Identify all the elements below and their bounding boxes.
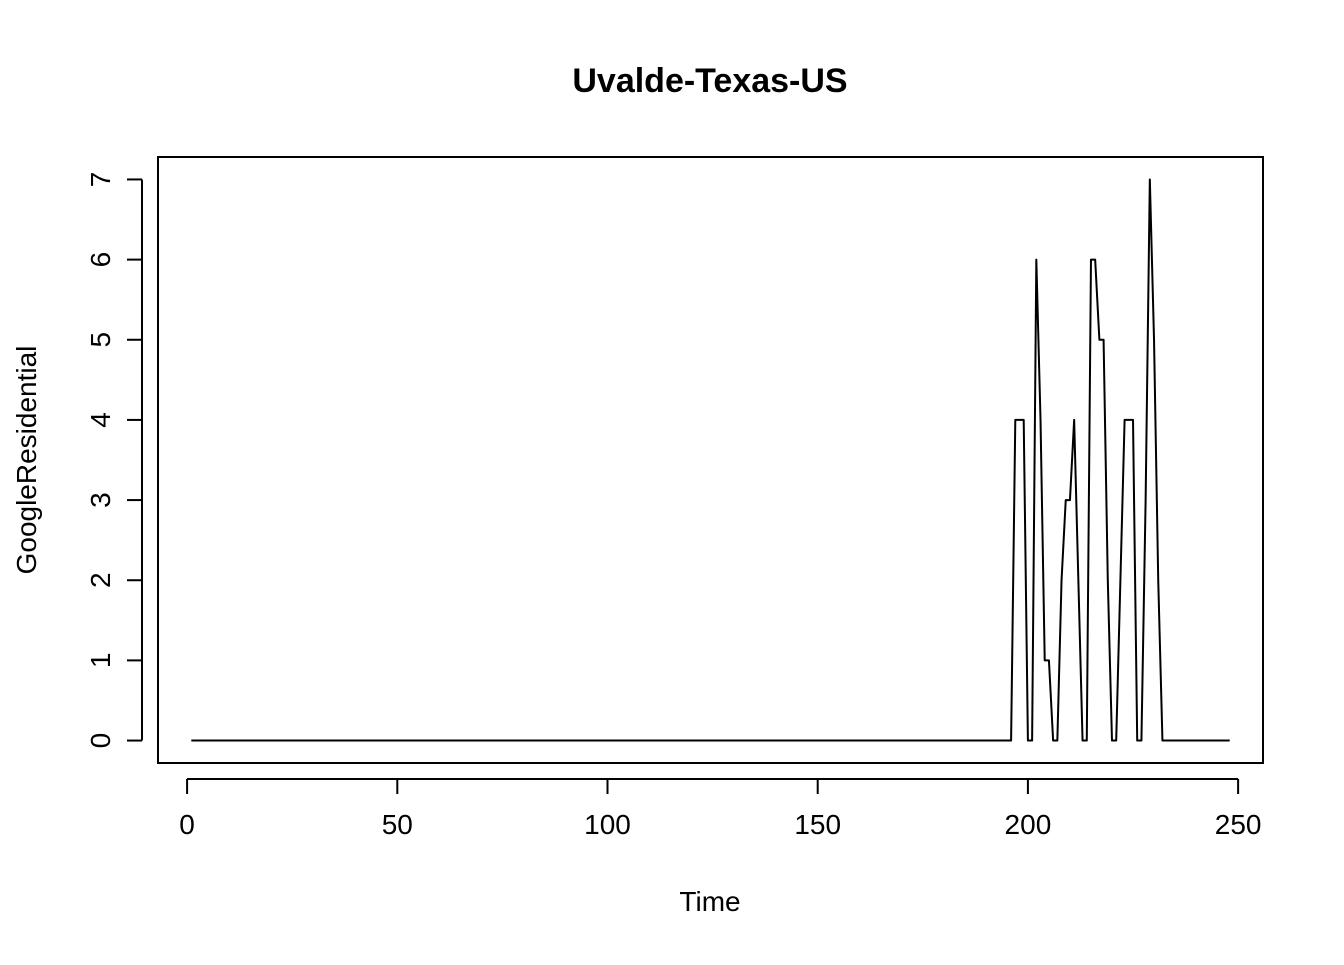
x-tick-label: 200 [1005,809,1052,840]
x-axis-label: Time [679,886,740,917]
plot-frame [157,156,1264,764]
x-tick-label: 250 [1215,809,1262,840]
y-tick-label: 3 [85,492,116,508]
y-tick-label: 7 [85,172,116,188]
y-axis: 0 1 2 3 4 5 6 7 [85,172,143,749]
x-tick-label: 50 [382,809,413,840]
y-tick-label: 2 [85,572,116,588]
series-layer [191,178,1230,742]
y-axis-label: GoogleResidential [11,346,42,575]
x-tick-label: 0 [179,809,195,840]
y-tick-label: 1 [85,653,116,669]
y-tick-label: 0 [85,733,116,749]
x-tick-label: 150 [794,809,841,840]
y-tick-label: 6 [85,252,116,268]
chart-title: Uvalde-Texas-US [572,62,847,100]
y-tick-label: 5 [85,332,116,348]
x-tick-label: 100 [584,809,631,840]
y-tick-label: 4 [85,412,116,428]
x-axis: 0 50 100 150 200 250 [179,778,1262,840]
series-line [191,178,1230,742]
